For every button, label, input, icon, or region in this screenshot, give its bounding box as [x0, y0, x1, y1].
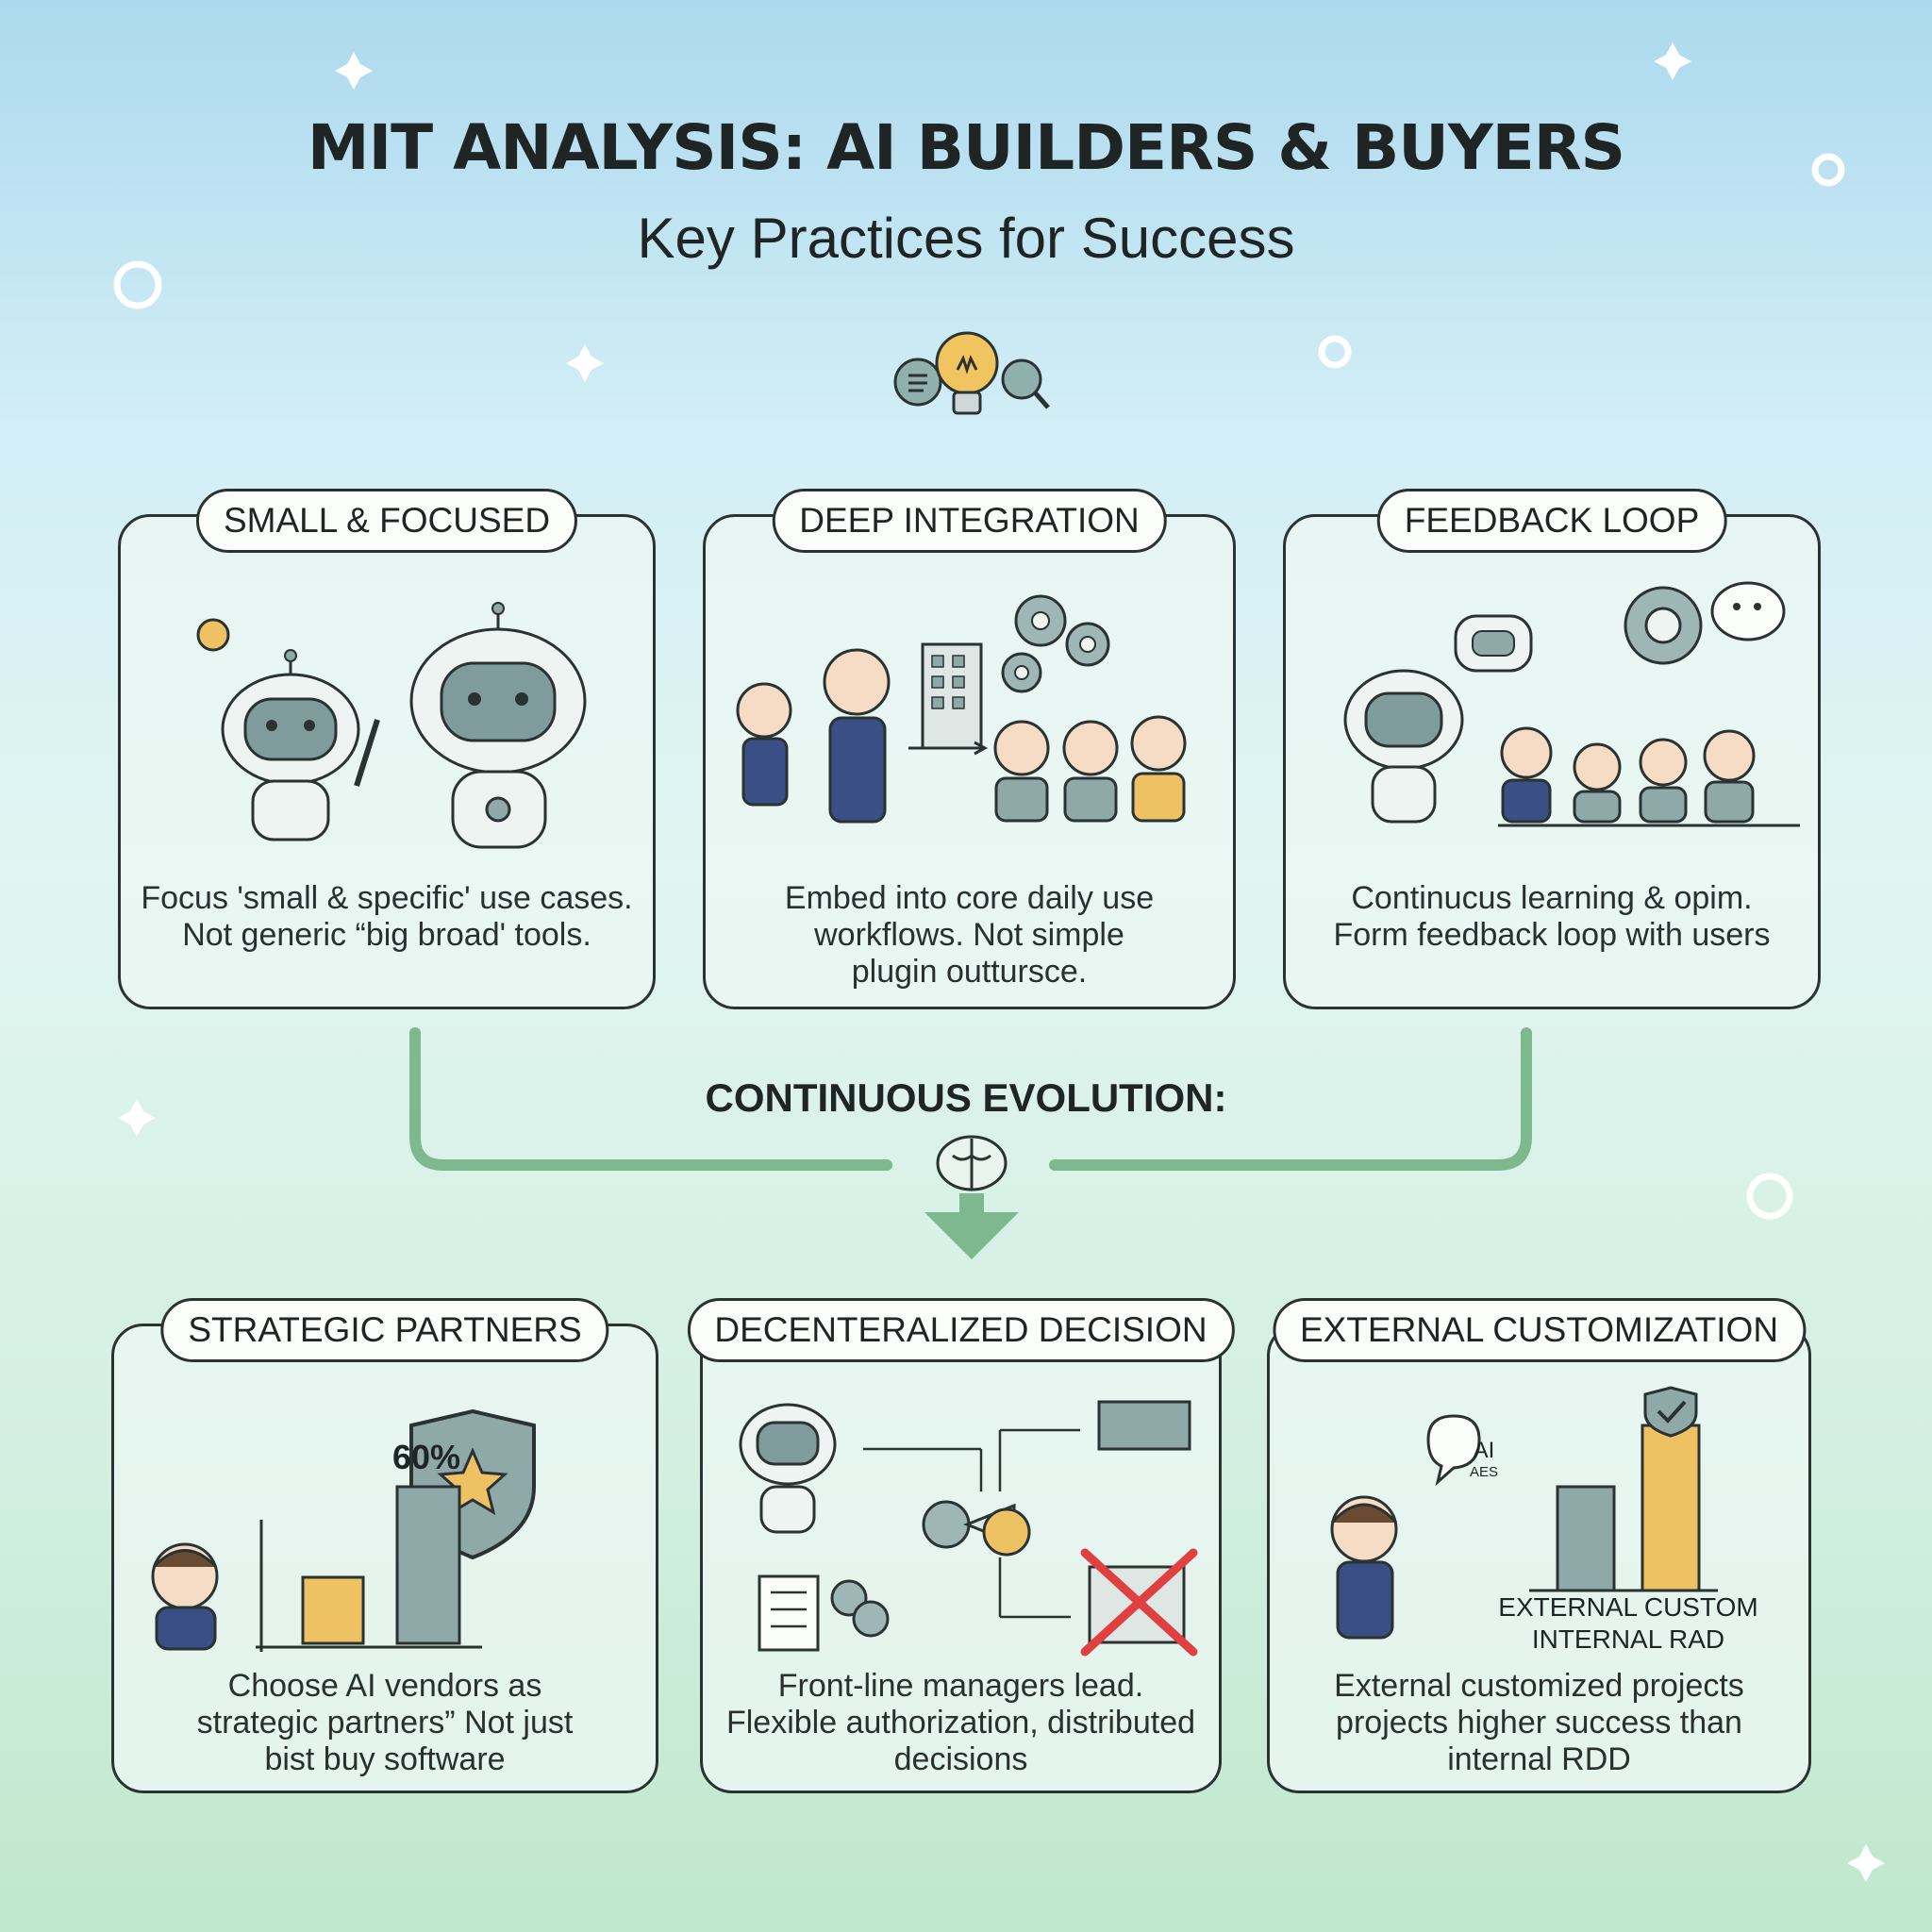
- feedback-illustration: [1343, 581, 1800, 827]
- desc-line: Embed into core daily use: [784, 880, 1155, 916]
- card-title: DECENTERALIZED DECISION: [687, 1298, 1235, 1362]
- customization-illustration: [1330, 1386, 1718, 1640]
- desc-line: bist buy software: [264, 1741, 506, 1777]
- card-title: STRATEGIC PARTNERS: [160, 1298, 609, 1362]
- card-description: External customized projects projects hi…: [1289, 1668, 1790, 1778]
- card-small-focused: SMALL & FOCUSED Focus 'small & specific'…: [118, 489, 656, 1009]
- card-title: DEEP INTEGRATION: [772, 489, 1167, 553]
- page-subtitle: Key Practices for Success: [637, 207, 1295, 270]
- chart-axis-label: EXTERNAL CUSTOM: [1498, 1592, 1758, 1622]
- card-description: Continucus learning & opim. Form feedbac…: [1305, 880, 1799, 954]
- desc-line: Flexible authorization, distributed: [725, 1705, 1196, 1740]
- desc-line: Not generic “big broad' tools.: [182, 917, 591, 953]
- card-description: Choose AI vendors as strategic partners”…: [133, 1668, 637, 1778]
- evolution-label: CONTINUOUS EVOLUTION:: [705, 1075, 1227, 1120]
- desc-line: strategic partners” Not just: [196, 1705, 574, 1740]
- desc-line: External customized projects: [1334, 1668, 1744, 1704]
- card-description: Front-line managers lead. Flexible autho…: [722, 1668, 1200, 1778]
- card-decentralized-decision: DECENTERALIZED DECISION Front-line manag…: [687, 1298, 1235, 1793]
- partners-illustration: [151, 1408, 536, 1652]
- chart-value-label: 60%: [392, 1438, 461, 1476]
- card-description: Focus 'small & specific' use cases. Not …: [140, 880, 634, 954]
- card-strategic-partners: STRATEGIC PARTNERS 60% Choose AI vendors…: [111, 1298, 658, 1793]
- lightbulb-icon: [893, 331, 1050, 415]
- desc-line: decisions: [893, 1741, 1028, 1777]
- robots-illustration: [196, 602, 587, 849]
- card-deep-integration: DEEP INTEGRATION Embed into core daily u…: [703, 489, 1236, 1009]
- integration-illustration: [736, 594, 1187, 824]
- desc-line: plugin outtursce.: [851, 954, 1088, 990]
- desc-line: projects higher success than: [1336, 1705, 1742, 1740]
- desc-line: internal RDD: [1447, 1741, 1631, 1777]
- page-title: MIT ANALYSIS: AI BUILDERS & BUYERS: [307, 111, 1625, 184]
- card-title: FEEDBACK LOOP: [1376, 489, 1727, 553]
- desc-line: Form feedback loop with users: [1333, 917, 1771, 953]
- desc-line: Choose AI vendors as: [227, 1668, 542, 1704]
- speech-bubble-ai: AI: [1473, 1438, 1495, 1463]
- card-feedback-loop: FEEDBACK LOOP Continucus learning & opim…: [1283, 489, 1821, 1009]
- desc-line: Continucus learning & opim.: [1351, 880, 1753, 916]
- desc-line: Front-line managers lead.: [777, 1668, 1144, 1704]
- desc-line: workflows. Not simple: [814, 917, 1124, 953]
- card-title: EXTERNAL CUSTOMIZATION: [1272, 1298, 1807, 1362]
- card-external-customization: EXTERNAL CUSTOMIZATION AI AES EXTERNAL C…: [1267, 1298, 1811, 1793]
- desc-line: Focus 'small & specific' use cases.: [141, 880, 633, 916]
- card-title: SMALL & FOCUSED: [195, 489, 578, 553]
- evolution-connector: [409, 1027, 1532, 1259]
- chart-axis-label: INTERNAL RAD: [1531, 1624, 1725, 1654]
- speech-bubble-aes: AES: [1469, 1464, 1498, 1480]
- decision-illustration: [739, 1400, 1198, 1657]
- card-description: Embed into core daily use workflows. Not…: [724, 880, 1214, 991]
